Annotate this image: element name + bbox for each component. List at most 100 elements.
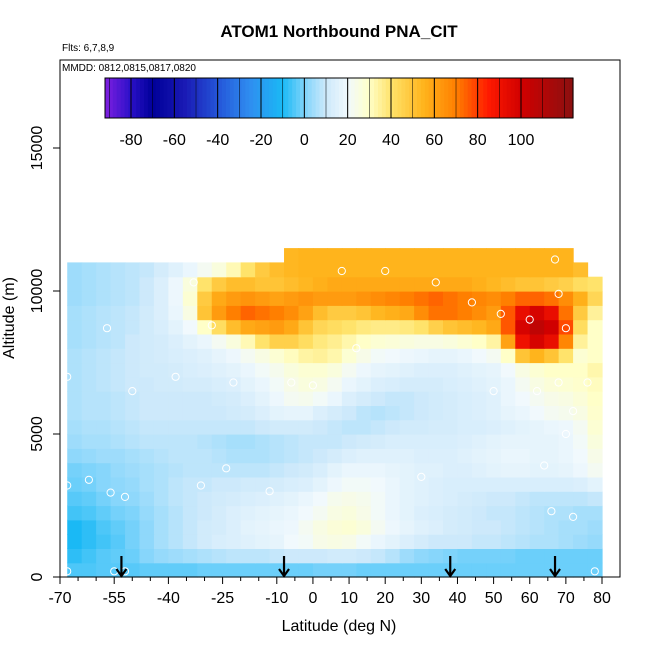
- heatmap-cell: [341, 448, 357, 464]
- heatmap-cell: [529, 405, 545, 421]
- heatmap-cell: [558, 462, 574, 478]
- colorbar-segment: [237, 78, 243, 118]
- heatmap-cell: [515, 376, 531, 392]
- sample-points: [63, 249, 599, 576]
- heatmap-cell: [110, 548, 126, 564]
- colorbar-segment: [183, 78, 188, 118]
- heatmap-cell: [298, 362, 314, 378]
- x-axis: -70 -55 -40 -25 -10 0 10 20 30 40 50 60 70 80: [48, 577, 611, 607]
- heatmap-cell: [500, 262, 516, 278]
- heatmap-cell: [414, 419, 430, 435]
- heatmap-cell: [515, 362, 531, 378]
- heatmap-cell: [110, 319, 126, 335]
- heatmap-cell: [139, 491, 155, 507]
- heatmap-cell: [515, 391, 531, 406]
- heatmap-cell: [96, 348, 112, 364]
- heatmap-cell: [110, 305, 126, 321]
- heatmap-cell: [414, 362, 430, 378]
- heatmap-cell: [139, 376, 155, 392]
- heatmap-cell: [153, 505, 169, 521]
- colorbar-segment: [506, 78, 512, 118]
- heatmap-cell: [471, 505, 487, 521]
- heatmap-cell: [587, 476, 603, 492]
- heatmap-cell: [327, 548, 343, 564]
- heatmap-cell: [471, 548, 487, 564]
- colorbar-segment: [175, 78, 180, 118]
- heatmap-cell: [356, 405, 372, 421]
- heatmap-cell: [471, 305, 487, 321]
- heatmap-cell: [370, 476, 386, 492]
- heatmap-cell: [139, 519, 155, 535]
- heatmap-cell: [110, 333, 126, 349]
- heatmap-cell: [139, 419, 155, 435]
- heatmap-cell: [327, 562, 343, 578]
- colorbar-segment: [315, 78, 321, 118]
- heatmap-cell: [139, 333, 155, 349]
- colorbar-segment: [151, 78, 157, 118]
- colorbar-segment: [569, 78, 574, 118]
- heatmap-cell: [298, 434, 314, 449]
- colorbar-segment: [342, 78, 348, 118]
- heatmap-cell: [370, 548, 386, 564]
- heatmap-cell: [356, 348, 372, 364]
- heatmap-cell: [125, 348, 141, 364]
- heatmap-cell: [255, 562, 271, 578]
- heatmap-cell: [573, 519, 589, 535]
- heatmap-cell: [486, 276, 502, 292]
- heatmap-cell: [81, 305, 97, 321]
- heatmap-cell: [125, 362, 141, 378]
- heatmap-cell: [370, 419, 386, 435]
- colorbar-segment: [393, 78, 399, 118]
- heatmap-cell: [312, 562, 328, 578]
- heatmap-cell: [67, 548, 83, 564]
- heatmap-cell: [414, 534, 430, 549]
- colorbar-segment: [362, 78, 367, 118]
- heatmap-cell: [269, 534, 285, 549]
- heatmap-cell: [255, 519, 271, 535]
- heatmap-cell: [414, 491, 430, 507]
- heatmap-cell: [428, 405, 444, 421]
- heatmap-cell: [544, 462, 560, 478]
- heatmap-cell: [471, 448, 487, 464]
- sample-point: [583, 378, 592, 387]
- heatmap-cell: [486, 491, 502, 507]
- heatmap-cell: [139, 434, 155, 449]
- heatmap-cell: [312, 348, 328, 364]
- heatmap-cell: [240, 319, 256, 335]
- heatmap-cell: [153, 291, 169, 306]
- heatmap-cell: [515, 319, 531, 335]
- heatmap-cell: [211, 405, 227, 421]
- heatmap-cell: [399, 491, 415, 507]
- heatmap-cell: [515, 291, 531, 306]
- heatmap-cell: [443, 419, 459, 435]
- heatmap-cell: [327, 434, 343, 449]
- heatmap-cell: [125, 291, 141, 306]
- heatmap-cell: [197, 305, 213, 321]
- down-arrow-icon: [549, 556, 561, 578]
- heatmap-cell: [211, 505, 227, 521]
- heatmap-cell: [240, 476, 256, 492]
- heatmap-cell: [529, 391, 545, 406]
- heatmap-cell: [125, 476, 141, 492]
- heatmap-cell: [168, 405, 184, 421]
- heatmap-cell: [341, 476, 357, 492]
- heatmap-cell: [139, 448, 155, 464]
- heatmap-cell: [471, 248, 487, 263]
- heatmap-cell: [312, 519, 328, 535]
- heatmap-cell: [197, 391, 213, 406]
- heatmap-cell: [211, 519, 227, 535]
- heatmap-cell: [428, 462, 444, 478]
- heatmap-cell: [81, 462, 97, 478]
- heatmap-cell: [153, 262, 169, 278]
- heatmap-cell: [428, 448, 444, 464]
- heatmap-cell: [573, 548, 589, 564]
- heatmap-cell: [125, 534, 141, 549]
- sample-point: [532, 387, 542, 396]
- colorbar-segment: [405, 78, 410, 118]
- heatmap-cell: [414, 305, 430, 321]
- heatmap-cell: [428, 391, 444, 406]
- heatmap-cell: [500, 534, 516, 549]
- heatmap-cell: [341, 305, 357, 321]
- heatmap-cell: [284, 291, 300, 306]
- heatmap-cell: [211, 534, 227, 549]
